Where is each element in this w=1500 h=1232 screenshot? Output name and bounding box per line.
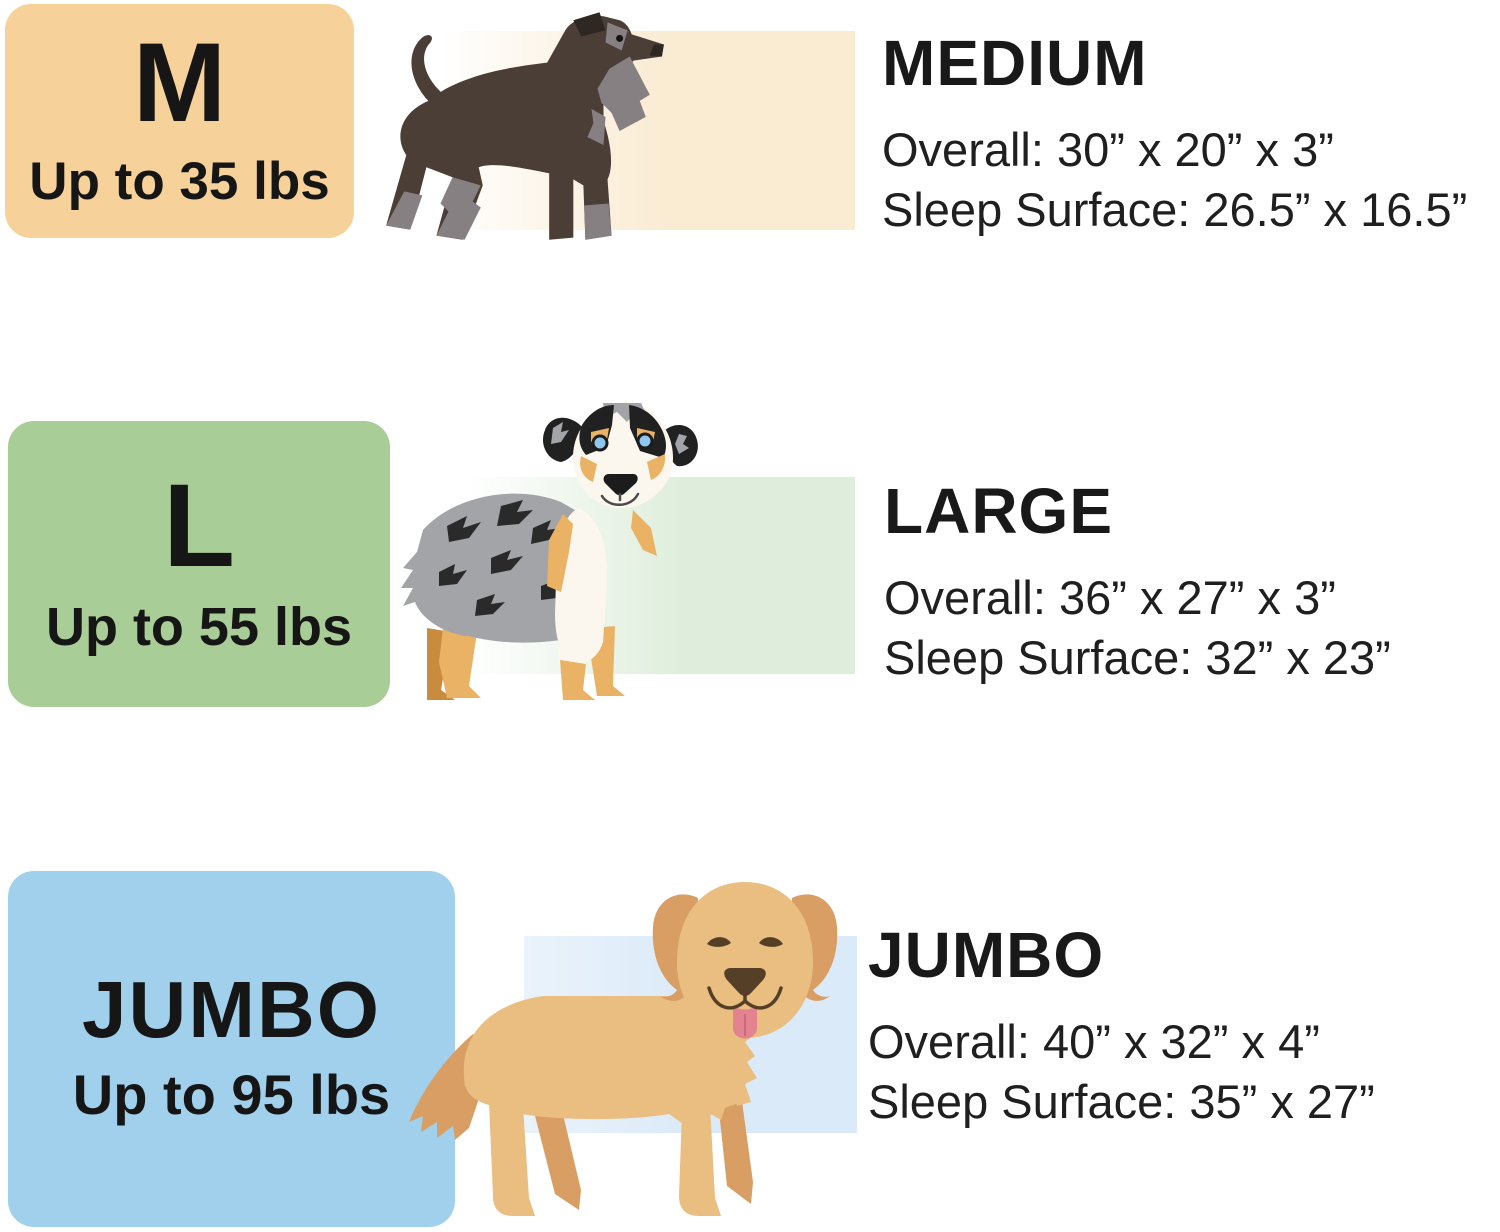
weight-range: Up to 35 lbs — [29, 151, 330, 211]
size-letter: M — [132, 20, 227, 146]
size-title: JUMBO — [868, 919, 1105, 991]
sleep-surface-dimensions: Sleep Surface: 35” x 27” — [868, 1075, 1375, 1128]
size-badge-large: L Up to 55 lbs — [8, 421, 390, 707]
size-title: LARGE — [884, 475, 1113, 547]
australian-shepherd-dog-illustration — [401, 402, 698, 700]
size-info-jumbo: JUMBO Overall: 40” x 32” x 4” Sleep Surf… — [868, 918, 1488, 1132]
overall-dimensions: Overall: 30” x 20” x 3” — [882, 123, 1334, 176]
size-letter: JUMBO — [82, 964, 381, 1054]
overall-dimensions: Overall: 40” x 32” x 4” — [868, 1015, 1320, 1068]
golden-retriever-dog-illustration — [409, 882, 838, 1216]
weight-range: Up to 95 lbs — [72, 1062, 391, 1126]
size-badge-medium: M Up to 35 lbs — [5, 4, 354, 238]
schnauzer-dog-illustration — [386, 12, 664, 240]
overall-dimensions: Overall: 36” x 27” x 3” — [884, 571, 1336, 624]
sleep-surface-dimensions: Sleep Surface: 32” x 23” — [884, 631, 1391, 684]
sleep-surface-dimensions: Sleep Surface: 26.5” x 16.5” — [882, 183, 1468, 236]
size-info-medium: MEDIUM Overall: 30” x 20” x 3” Sleep Sur… — [882, 26, 1500, 240]
weight-range: Up to 55 lbs — [45, 597, 353, 658]
size-title: MEDIUM — [882, 27, 1148, 99]
size-badge-jumbo: JUMBO Up to 95 lbs — [8, 871, 455, 1227]
size-info-large: LARGE Overall: 36” x 27” x 3” Sleep Surf… — [884, 474, 1500, 688]
size-letter: L — [162, 459, 236, 592]
